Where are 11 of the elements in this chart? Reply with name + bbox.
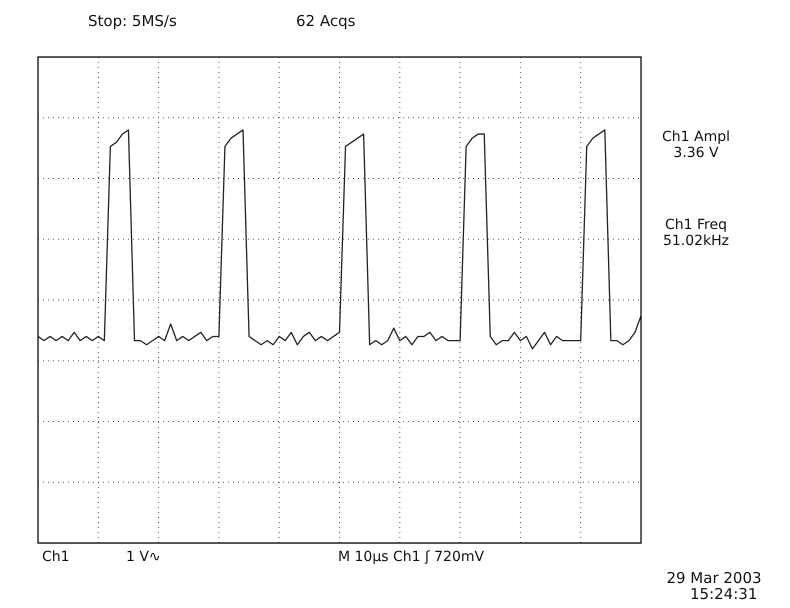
text: 3.36 V <box>673 145 720 161</box>
text: Ch1 Freq <box>665 217 727 233</box>
text: Ch1 Ampl <box>662 129 730 145</box>
text: 51.02kHz <box>662 233 730 249</box>
text: Stop: 5MS/s <box>88 12 177 30</box>
text: 15:24:31 <box>690 585 758 603</box>
text: Ch1 <box>42 549 70 565</box>
text: 1 V∿ <box>126 549 161 565</box>
text: 62 Acqs <box>296 12 356 30</box>
text: M 10µs Ch1 ʃ 720mV <box>338 549 485 565</box>
text: 29 Mar 2003 <box>666 569 762 587</box>
